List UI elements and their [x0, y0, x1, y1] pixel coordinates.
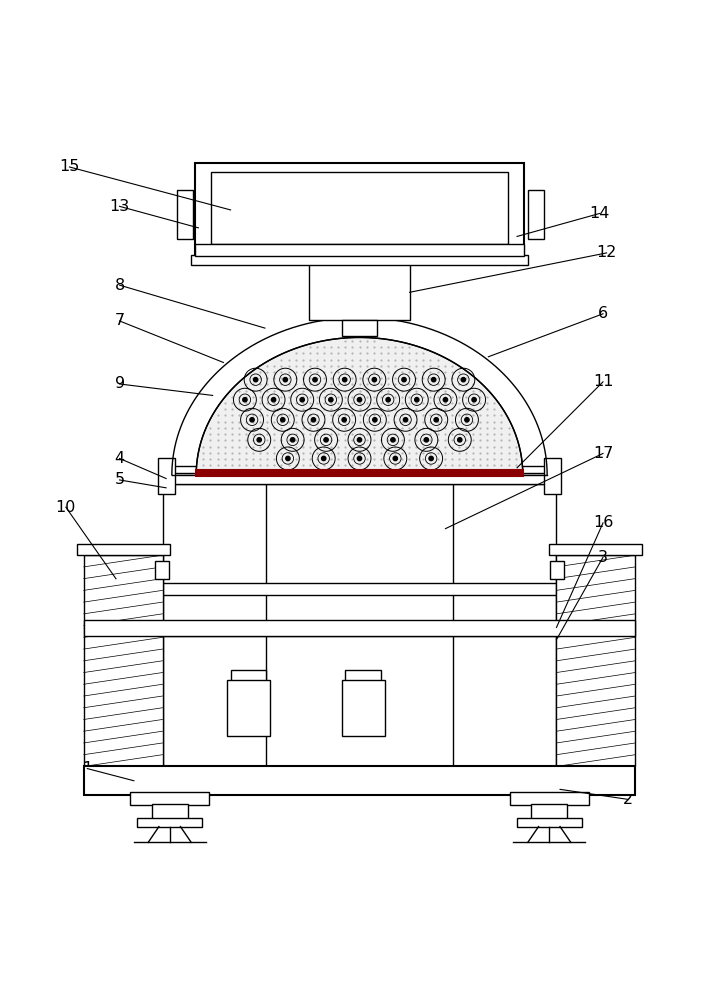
- Bar: [211, 172, 508, 244]
- Circle shape: [393, 456, 398, 461]
- Circle shape: [300, 398, 304, 402]
- Circle shape: [403, 418, 408, 422]
- Bar: [83, 620, 636, 636]
- Circle shape: [386, 398, 390, 402]
- PathPatch shape: [196, 337, 523, 475]
- Circle shape: [271, 398, 275, 402]
- Circle shape: [390, 438, 395, 442]
- Text: 11: 11: [592, 374, 613, 389]
- Circle shape: [283, 378, 288, 382]
- Circle shape: [321, 456, 326, 461]
- Circle shape: [357, 456, 362, 461]
- Bar: [231, 670, 267, 683]
- Circle shape: [424, 438, 429, 442]
- Bar: [517, 818, 582, 827]
- Circle shape: [429, 456, 434, 461]
- Text: 13: 13: [109, 199, 129, 214]
- Circle shape: [342, 418, 347, 422]
- Text: 2: 2: [623, 792, 633, 807]
- Text: 10: 10: [55, 500, 76, 515]
- Bar: [528, 190, 544, 239]
- Circle shape: [434, 418, 439, 422]
- Text: 1: 1: [82, 761, 93, 776]
- Circle shape: [285, 456, 290, 461]
- Circle shape: [415, 398, 419, 402]
- Bar: [531, 804, 567, 819]
- Circle shape: [464, 418, 469, 422]
- Bar: [342, 680, 385, 736]
- Bar: [342, 320, 377, 336]
- Circle shape: [324, 438, 329, 442]
- Circle shape: [329, 398, 333, 402]
- Bar: [162, 466, 557, 473]
- Bar: [196, 470, 523, 476]
- Circle shape: [357, 398, 362, 402]
- Text: 6: 6: [598, 306, 608, 321]
- Circle shape: [311, 418, 316, 422]
- Text: 12: 12: [596, 245, 617, 260]
- Circle shape: [254, 378, 258, 382]
- Bar: [309, 255, 410, 320]
- Bar: [345, 670, 381, 683]
- Text: 7: 7: [114, 313, 124, 328]
- Circle shape: [280, 418, 285, 422]
- Text: 3: 3: [598, 550, 608, 565]
- Bar: [162, 484, 557, 766]
- Circle shape: [257, 438, 262, 442]
- Text: 16: 16: [593, 515, 613, 530]
- Bar: [510, 792, 589, 805]
- Circle shape: [342, 378, 347, 382]
- Bar: [177, 190, 193, 239]
- Text: 14: 14: [590, 206, 610, 221]
- Bar: [152, 804, 188, 819]
- Text: 17: 17: [593, 446, 613, 461]
- Text: 8: 8: [114, 278, 124, 293]
- Bar: [83, 766, 636, 795]
- Bar: [195, 244, 524, 256]
- Circle shape: [313, 378, 317, 382]
- Circle shape: [243, 398, 247, 402]
- Circle shape: [461, 378, 465, 382]
- Bar: [557, 555, 636, 766]
- Bar: [130, 792, 209, 805]
- Circle shape: [290, 438, 295, 442]
- Bar: [155, 561, 169, 579]
- Text: 4: 4: [114, 451, 124, 466]
- Circle shape: [457, 438, 462, 442]
- Bar: [77, 544, 170, 555]
- Bar: [157, 458, 175, 494]
- Bar: [162, 473, 557, 484]
- Bar: [195, 163, 524, 256]
- Bar: [549, 544, 642, 555]
- Bar: [227, 680, 270, 736]
- Bar: [83, 555, 162, 766]
- Bar: [137, 818, 202, 827]
- Text: 9: 9: [114, 376, 124, 391]
- Circle shape: [431, 378, 436, 382]
- Circle shape: [357, 438, 362, 442]
- Bar: [162, 627, 557, 636]
- Circle shape: [372, 378, 377, 382]
- Circle shape: [472, 398, 476, 402]
- Text: 15: 15: [59, 159, 80, 174]
- Bar: [550, 561, 564, 579]
- Circle shape: [372, 418, 377, 422]
- Text: 5: 5: [114, 472, 124, 487]
- Bar: [191, 255, 528, 265]
- Bar: [544, 458, 562, 494]
- Circle shape: [444, 398, 448, 402]
- Circle shape: [402, 378, 406, 382]
- Circle shape: [250, 418, 255, 422]
- Bar: [162, 583, 557, 595]
